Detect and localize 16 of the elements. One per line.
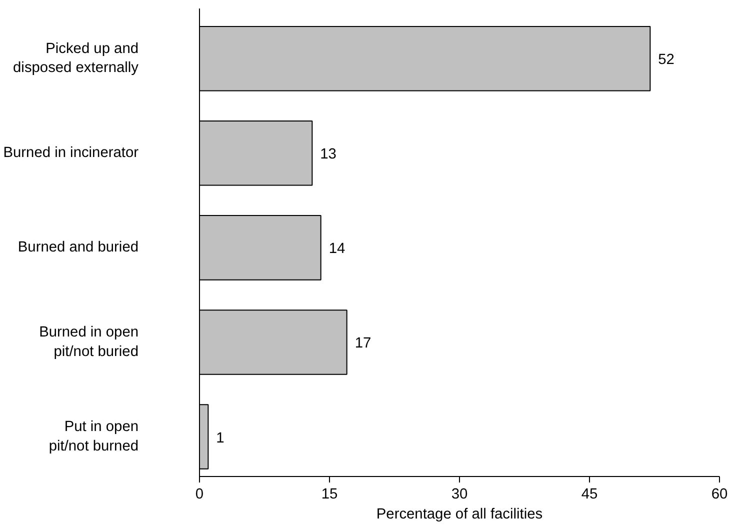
y-tick-label: Burned and buried	[18, 240, 139, 256]
y-tick-label: Put in open pit/not burned	[48, 419, 139, 454]
data-label: 13	[320, 146, 336, 163]
y-tick-label: Picked up and disposed externally	[13, 41, 140, 76]
data-label: 14	[328, 241, 346, 258]
y-tick-label: Burned in incinerator	[3, 145, 139, 162]
x-tick-label: 60	[711, 486, 728, 502]
y-tick-label: Burned in open pit/not buried	[39, 324, 139, 360]
x-tick-label: 15	[321, 486, 338, 502]
data-label: 1	[216, 430, 224, 446]
x-tick-label: 45	[581, 486, 598, 502]
x-tick-label: 30	[451, 486, 468, 502]
data-label: 17	[354, 336, 372, 352]
x-tick-label: 0	[195, 486, 204, 502]
data-label: 52	[658, 52, 674, 68]
x-axis-title: Percentage of all facilities	[376, 506, 543, 522]
